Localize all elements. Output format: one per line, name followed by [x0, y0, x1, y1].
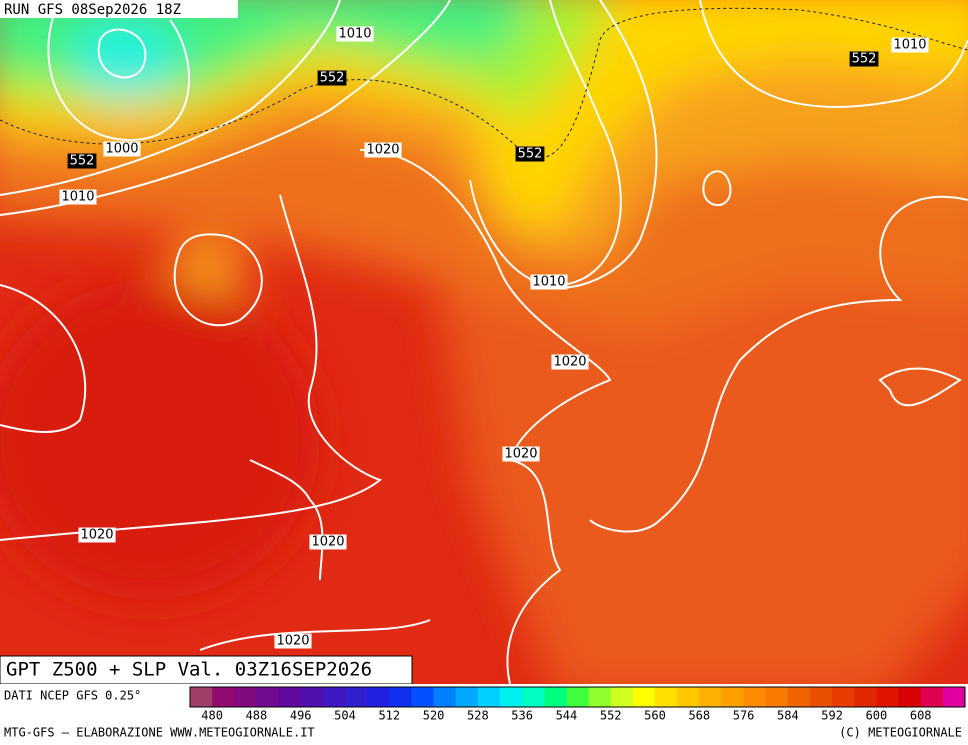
colorbar-cell	[500, 687, 523, 707]
contour-label-box	[67, 153, 97, 169]
contour-label-box	[317, 70, 347, 86]
contour-label-box	[59, 189, 97, 205]
height-field	[0, 0, 968, 684]
contour-label-box	[515, 146, 545, 162]
colorbar-cell	[544, 687, 567, 707]
colorbar-cell	[234, 687, 257, 707]
colorbar-tick-label: 488	[246, 709, 268, 723]
colorbar-cell	[433, 687, 457, 707]
colorbar-cell	[854, 687, 877, 707]
isobars	[0, 0, 968, 684]
contour-label: 1020	[366, 143, 399, 158]
colorbar: 480 488 496 504 512 520 528 536 544 552 560 568 576 5…	[189, 686, 966, 723]
colorbar-cell	[256, 687, 280, 707]
colorbar-tick-label: 504	[334, 709, 356, 723]
colorbar-cell	[765, 687, 789, 707]
contour-label: 552	[320, 71, 345, 86]
colorbar-cell	[455, 687, 479, 707]
colorbar-cell	[655, 687, 678, 707]
contour-label-box	[78, 527, 116, 543]
colorbar-cell	[898, 687, 922, 707]
contour-labels: 1010 552 1000 552 1010 1020 552 1010 1020 1020 102…	[59, 26, 929, 649]
map: 1010 552 1000 552 1010 1020 552 1010 1020 1020 102…	[0, 0, 968, 684]
colorbar-cell	[787, 687, 811, 707]
colorbar-tick-label: 528	[467, 709, 489, 723]
footer-left: MTG-GFS — ELABORAZIONE WWW.METEOGIORNALE…	[4, 726, 315, 740]
colorbar-tick-label: 584	[777, 709, 799, 723]
footer-right: (C) METEOGIORNALE	[839, 726, 962, 740]
colorbar-cell	[322, 687, 346, 707]
colorbar-cell	[522, 687, 545, 707]
caption-box	[0, 655, 413, 684]
colorbar-cell	[942, 687, 966, 707]
colorbar-cell	[677, 687, 700, 707]
colorbar-tick-label: 568	[688, 709, 710, 723]
contour-label: 552	[852, 52, 877, 67]
colorbar-cell	[345, 687, 368, 707]
colorbar-cell	[190, 687, 213, 707]
contour-label: 552	[518, 147, 543, 162]
colorbar-cell	[367, 687, 390, 707]
contour-label-box	[530, 274, 568, 290]
colorbar-tick-label: 600	[866, 709, 888, 723]
colorbar-tick-label: 536	[511, 709, 533, 723]
colorbar-tick-label: 520	[423, 709, 445, 723]
colorbar-cell	[632, 687, 656, 707]
contour-label: 1010	[338, 27, 371, 42]
colorbar-tick-label: 512	[378, 709, 400, 723]
colorbar-frame	[189, 686, 966, 708]
contour-label-box	[336, 26, 374, 42]
contour-label-box	[502, 446, 540, 462]
colorbar-tick-label: 496	[290, 709, 312, 723]
run-label: RUN GFS 08Sep2026 18Z	[4, 2, 181, 18]
colorbar-tick-label: 576	[733, 709, 755, 723]
colorbar-tick-label: 552	[600, 709, 622, 723]
colorbar-cell	[721, 687, 745, 707]
colorbar-cell	[832, 687, 855, 707]
colorbar-tick-label: 592	[821, 709, 843, 723]
contour-label-box	[364, 142, 402, 158]
contour-label: 1010	[532, 275, 565, 290]
colorbar-cell	[212, 687, 235, 707]
colorbar-cell	[920, 687, 944, 707]
contour-label-box	[849, 51, 879, 67]
contour-label: 1000	[105, 142, 138, 157]
colorbar-cell	[477, 687, 501, 707]
colorbar-cell	[810, 687, 833, 707]
contour-label: 1020	[311, 535, 344, 550]
colorbar-cell	[389, 687, 412, 707]
colorbar-tick-label: 480	[201, 709, 223, 723]
contour-label: 552	[70, 154, 95, 169]
colorbar-cell	[610, 687, 634, 707]
colorbar-cell	[411, 687, 435, 707]
run-box	[0, 0, 238, 18]
contour-label: 1020	[504, 447, 537, 462]
caption: GPT Z500 + SLP Val. 03Z16SEP2026	[6, 659, 372, 681]
contour-label: 1010	[61, 190, 94, 205]
colorbar-tick-label: 608	[910, 709, 932, 723]
colorbar-tick-label: 560	[644, 709, 666, 723]
dz-552-line	[0, 7, 968, 159]
contour-label-box	[551, 354, 589, 370]
contour-label: 1020	[276, 634, 309, 649]
contour-label-box	[103, 141, 141, 157]
source: DATI NCEP GFS 0.25°	[4, 689, 141, 703]
contour-label: 1010	[893, 38, 926, 53]
colorbar-cell	[278, 687, 302, 707]
contour-label-box	[274, 633, 312, 649]
colorbar-cell	[566, 687, 590, 707]
contour-label: 1020	[80, 528, 113, 543]
contour-label-box	[891, 37, 929, 53]
colorbar-cell	[699, 687, 722, 707]
colorbar-cell	[300, 687, 324, 707]
colorbar-tick-label: 544	[556, 709, 578, 723]
contour-label: 1020	[553, 355, 586, 370]
colorbar-cell	[876, 687, 900, 707]
colorbar-cell	[588, 687, 612, 707]
contour-label-box	[309, 534, 347, 550]
colorbar-cell	[743, 687, 767, 707]
